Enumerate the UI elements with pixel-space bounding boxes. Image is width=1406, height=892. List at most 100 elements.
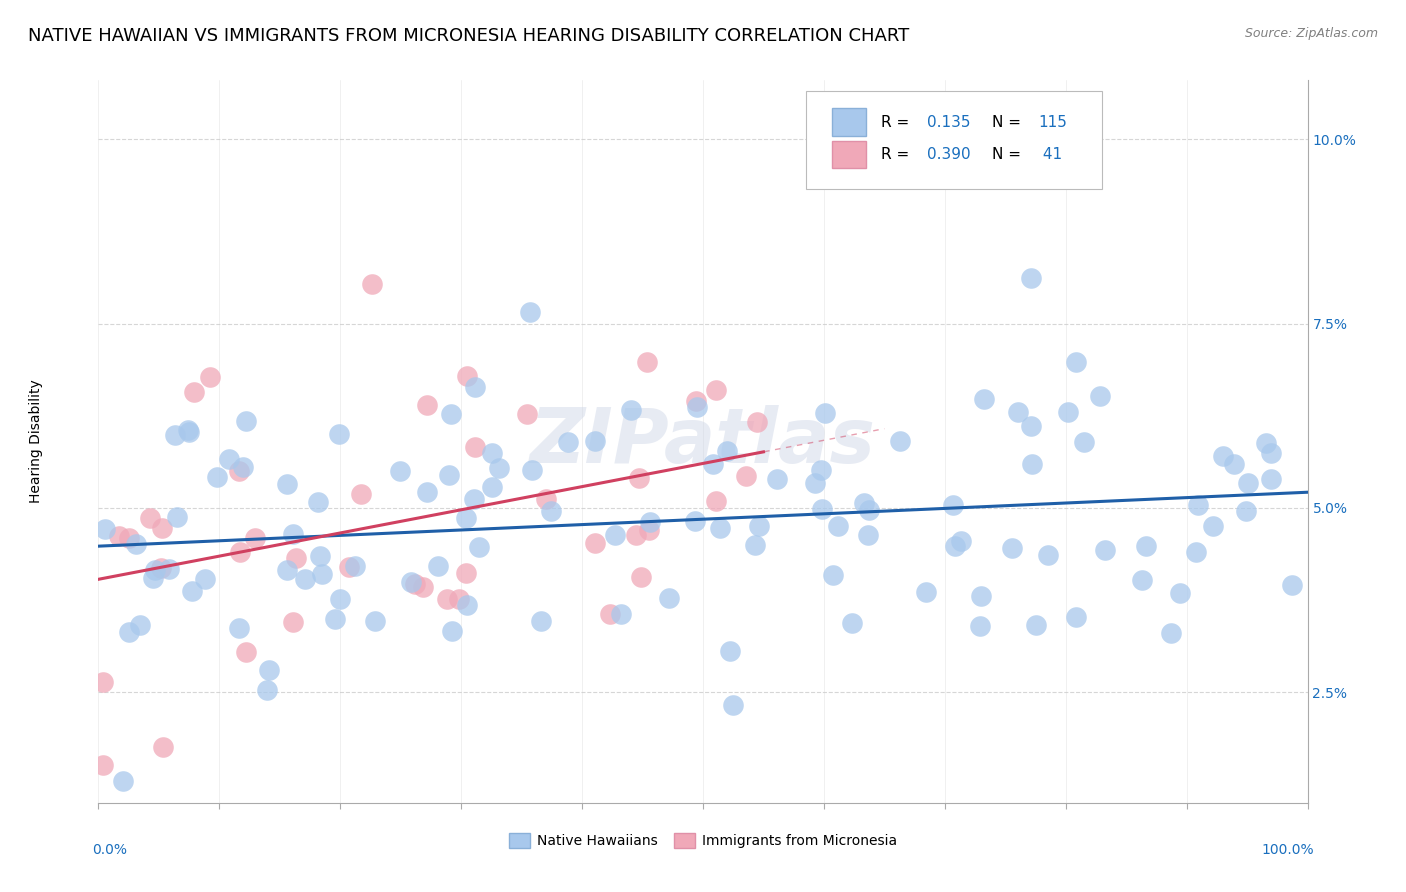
Point [628, 470, 651, 484]
Point [404, 577, 426, 591]
Point [157, 562, 180, 576]
Point [973, 392, 995, 406]
Point [856, 528, 879, 542]
Point [519, 305, 541, 319]
Point [702, 457, 724, 471]
Point [311, 566, 333, 581]
Point [388, 464, 411, 478]
Point [439, 407, 461, 421]
Legend: Native Hawaiians, Immigrants from Micronesia: Native Hawaiians, Immigrants from Micron… [503, 828, 903, 854]
Point [1064, 355, 1087, 369]
Point [235, 414, 257, 428]
Point [294, 572, 316, 586]
Point [456, 511, 478, 525]
Point [1025, 617, 1047, 632]
Point [218, 452, 240, 467]
Point [454, 566, 477, 580]
Point [463, 492, 485, 507]
Point [1202, 518, 1225, 533]
Point [198, 370, 221, 384]
Point [232, 460, 254, 475]
Point [1090, 389, 1112, 403]
Text: 0.135: 0.135 [927, 115, 970, 129]
Point [183, 384, 205, 399]
Point [166, 509, 188, 524]
Point [488, 461, 510, 475]
Point [276, 476, 298, 491]
Point [721, 698, 744, 712]
Point [177, 425, 200, 439]
Point [720, 644, 742, 658]
Point [464, 440, 486, 454]
Point [307, 495, 329, 509]
Point [456, 598, 478, 612]
Point [1073, 434, 1095, 449]
Point [309, 549, 332, 563]
Point [735, 469, 758, 483]
Point [142, 571, 165, 585]
Point [1185, 545, 1208, 559]
Point [285, 550, 308, 565]
Point [91, 758, 114, 772]
Point [118, 531, 141, 545]
Point [942, 498, 965, 512]
Text: N =: N = [993, 147, 1026, 162]
Point [447, 591, 470, 606]
Point [1160, 626, 1182, 640]
Point [328, 427, 350, 442]
Point [108, 529, 131, 543]
Point [1021, 457, 1043, 471]
Text: ZIPatlas: ZIPatlas [530, 405, 876, 478]
Point [1170, 586, 1192, 600]
Point [364, 614, 387, 628]
Point [520, 463, 543, 477]
Point [243, 531, 266, 545]
Point [440, 624, 463, 639]
Point [228, 464, 250, 478]
Point [1135, 539, 1157, 553]
Point [516, 407, 538, 421]
Point [165, 428, 187, 442]
Point [803, 476, 825, 491]
Point [1212, 449, 1234, 463]
Point [858, 503, 880, 517]
Point [276, 563, 298, 577]
Point [481, 446, 503, 460]
Point [686, 400, 709, 414]
Point [943, 539, 966, 553]
Point [658, 591, 681, 605]
Text: R =: R = [880, 147, 914, 162]
Point [283, 527, 305, 541]
Point [620, 402, 643, 417]
Text: NATIVE HAWAIIAN VS IMMIGRANTS FROM MICRONESIA HEARING DISABILITY CORRELATION CHA: NATIVE HAWAIIAN VS IMMIGRANTS FROM MICRO… [28, 27, 910, 45]
Point [583, 536, 606, 550]
Point [685, 394, 707, 409]
Point [150, 521, 173, 535]
Text: Source: ZipAtlas.com: Source: ZipAtlas.com [1244, 27, 1378, 40]
Point [969, 589, 991, 603]
Point [416, 398, 439, 412]
Text: 0.0%: 0.0% [93, 843, 128, 856]
Point [747, 415, 769, 429]
Point [235, 644, 257, 658]
Point [194, 573, 217, 587]
Text: 0.390: 0.390 [927, 147, 970, 162]
Point [401, 574, 423, 589]
Point [609, 607, 631, 622]
Point [143, 563, 166, 577]
Point [1007, 405, 1029, 419]
FancyBboxPatch shape [806, 91, 1102, 189]
Point [630, 570, 652, 584]
Point [129, 617, 152, 632]
Point [1001, 541, 1024, 556]
Point [481, 480, 503, 494]
Point [605, 527, 627, 541]
Point [118, 625, 141, 640]
Point [1057, 405, 1080, 419]
Point [256, 683, 278, 698]
Point [436, 592, 458, 607]
Point [464, 380, 486, 394]
Point [1064, 610, 1087, 624]
Point [811, 502, 834, 516]
Point [344, 558, 367, 573]
